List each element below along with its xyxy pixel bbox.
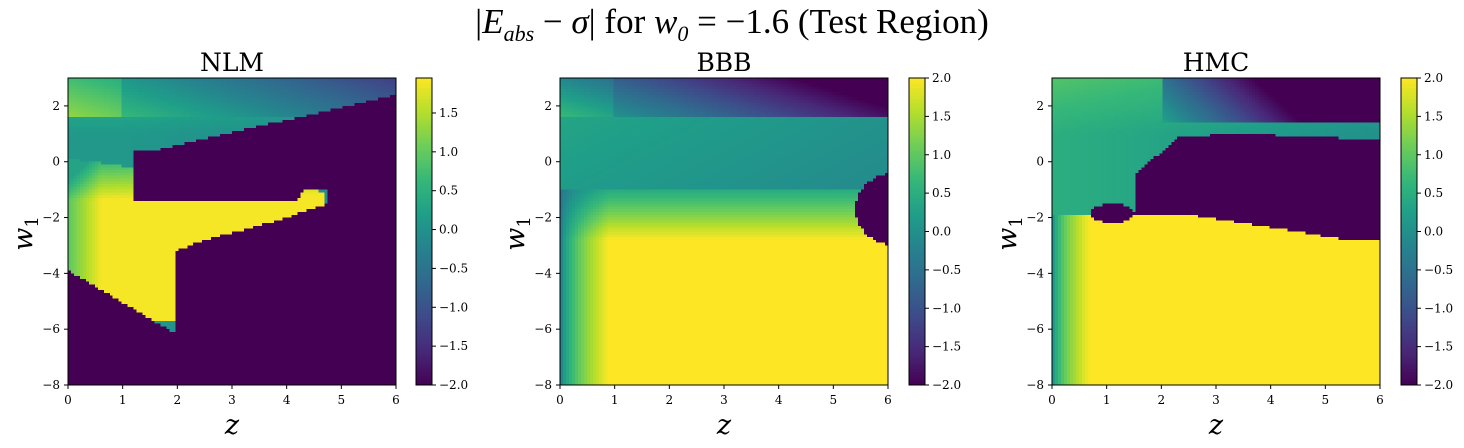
y-axis-label: w1 (8, 216, 43, 251)
x-tick-label: 5 (830, 393, 838, 407)
colorbar-tick-label: −1.0 (439, 300, 468, 314)
heatmap-cells (560, 78, 889, 386)
x-tick-label: 0 (64, 393, 72, 407)
colorbar-tick-label: 0.5 (1424, 186, 1443, 200)
subplot-nlm: NLM 0 1 2 3 4 5 6 2 0 −2 −4 −6 −8 z w1 1.5 1.0 0.5 0.0 −0.5 −… (8, 48, 468, 441)
figure-title: |Eabs − σ| for w0 = −1.6 (Test Region) (0, 2, 1464, 47)
y-tick-label: −2 (1026, 211, 1044, 225)
colorbar-tick-label: −1.0 (1424, 301, 1453, 315)
y-axis-label: w1 (992, 216, 1027, 251)
y-tick-label: −4 (1026, 266, 1044, 280)
colorbar-tick-label: −1.5 (932, 340, 961, 354)
y-tick-label: 0 (1036, 155, 1044, 169)
colorbar-tick-label: −0.5 (1424, 263, 1453, 277)
y-tick-label: 2 (52, 99, 60, 113)
subplot-bbb: BBB 0 1 2 3 4 5 6 2 0 −2 −4 −6 −8 z w1 2.0 1.5 1.0 0.5 0.0 −0… (500, 48, 961, 441)
colorbar-tick-label: −0.5 (932, 263, 961, 277)
colorbar-tick-label: −0.5 (439, 261, 468, 275)
colorbar (416, 78, 432, 386)
title-w-sub: 0 (677, 21, 688, 46)
y-tick-label: 0 (544, 155, 552, 169)
x-tick-label: 6 (392, 393, 400, 407)
x-tick-label: 3 (720, 393, 728, 407)
x-tick-label: 2 (666, 393, 674, 407)
title-e-sub: abs (504, 21, 535, 46)
colorbar-tick-label: −1.0 (932, 301, 961, 315)
colorbar-tick-label: 0.5 (932, 186, 951, 200)
heatmap-cells (1052, 78, 1381, 386)
title-abs-open: | (475, 2, 482, 41)
x-tick-label: 0 (1048, 393, 1056, 407)
colorbar (1401, 78, 1417, 386)
title-minus: − (534, 2, 571, 41)
x-tick-label: 4 (283, 393, 291, 407)
y-tick-label: −6 (42, 322, 60, 336)
colorbar (909, 78, 925, 386)
heatmap-cells (68, 78, 397, 386)
y-tick-label: −8 (534, 378, 552, 392)
y-tick-label: −8 (1026, 378, 1044, 392)
x-tick-label: 2 (174, 393, 182, 407)
y-tick-label: −8 (42, 378, 60, 392)
x-axis-label: z (1208, 410, 1224, 441)
title-equals-value: = −1.6 (688, 2, 797, 41)
colorbar-tick-label: 0.5 (439, 184, 458, 198)
y-tick-label: 2 (544, 99, 552, 113)
colorbar-tick-label: 1.0 (932, 148, 951, 162)
y-axis-label: w1 (500, 216, 535, 251)
colorbar-tick-label: −1.5 (439, 339, 468, 353)
x-tick-label: 1 (611, 393, 619, 407)
colorbar-tick-label: 0.0 (932, 225, 951, 239)
subplot-hmc: HMC 0 1 2 3 4 5 6 2 0 −2 −4 −6 −8 z w1 2.0 1.5 1.0 0.5 0.0 −0… (992, 48, 1453, 441)
colorbar-frame (415, 77, 433, 386)
colorbar-tick-label: −2.0 (932, 378, 961, 392)
x-tick-label: 3 (1212, 393, 1220, 407)
colorbar-tick-label: 2.0 (932, 71, 951, 85)
x-tick-label: 5 (1322, 393, 1330, 407)
title-for: for (596, 2, 654, 41)
y-tick-label: 0 (52, 155, 60, 169)
y-tick-label: −6 (534, 322, 552, 336)
x-tick-label: 2 (1158, 393, 1166, 407)
title-w-symbol: w (654, 2, 677, 41)
x-tick-label: 0 (556, 393, 564, 407)
x-tick-label: 3 (228, 393, 236, 407)
colorbar-tick-label: 1.5 (439, 106, 458, 120)
x-tick-label: 1 (119, 393, 127, 407)
colorbar-tick-label: 1.0 (1424, 148, 1443, 162)
colorbar-tick-label: 1.0 (439, 145, 458, 159)
subplot-title: NLM (200, 48, 264, 77)
x-tick-label: 4 (775, 393, 783, 407)
colorbar-tick-label: 0.0 (1424, 225, 1443, 239)
y-tick-label: −2 (534, 211, 552, 225)
colorbar-tick-label: 1.5 (1424, 109, 1443, 123)
x-tick-label: 5 (338, 393, 346, 407)
title-sigma: σ (571, 2, 588, 41)
title-region: (Test Region) (798, 2, 989, 41)
subplot-title: BBB (696, 48, 751, 77)
title-e-symbol: E (482, 2, 503, 41)
title-abs-close: | (589, 2, 596, 41)
colorbar-tick-label: 2.0 (1424, 71, 1443, 85)
colorbar-tick-label: −2.0 (1424, 378, 1453, 392)
y-tick-label: −4 (534, 266, 552, 280)
y-tick-label: 2 (1036, 99, 1044, 113)
x-axis-label: z (224, 410, 240, 441)
colorbar-tick-label: 1.5 (932, 109, 951, 123)
y-tick-label: −6 (1026, 322, 1044, 336)
subplot-title: HMC (1183, 48, 1250, 77)
x-tick-label: 1 (1103, 393, 1111, 407)
colorbar-tick-label: −2.0 (439, 378, 468, 392)
x-tick-label: 4 (1267, 393, 1275, 407)
x-tick-label: 6 (1376, 393, 1384, 407)
x-tick-label: 6 (884, 393, 892, 407)
y-tick-label: −2 (42, 211, 60, 225)
y-tick-label: −4 (42, 266, 60, 280)
colorbar-tick-label: 0.0 (439, 223, 458, 237)
colorbar-tick-label: −1.5 (1424, 340, 1453, 354)
x-axis-label: z (716, 410, 732, 441)
